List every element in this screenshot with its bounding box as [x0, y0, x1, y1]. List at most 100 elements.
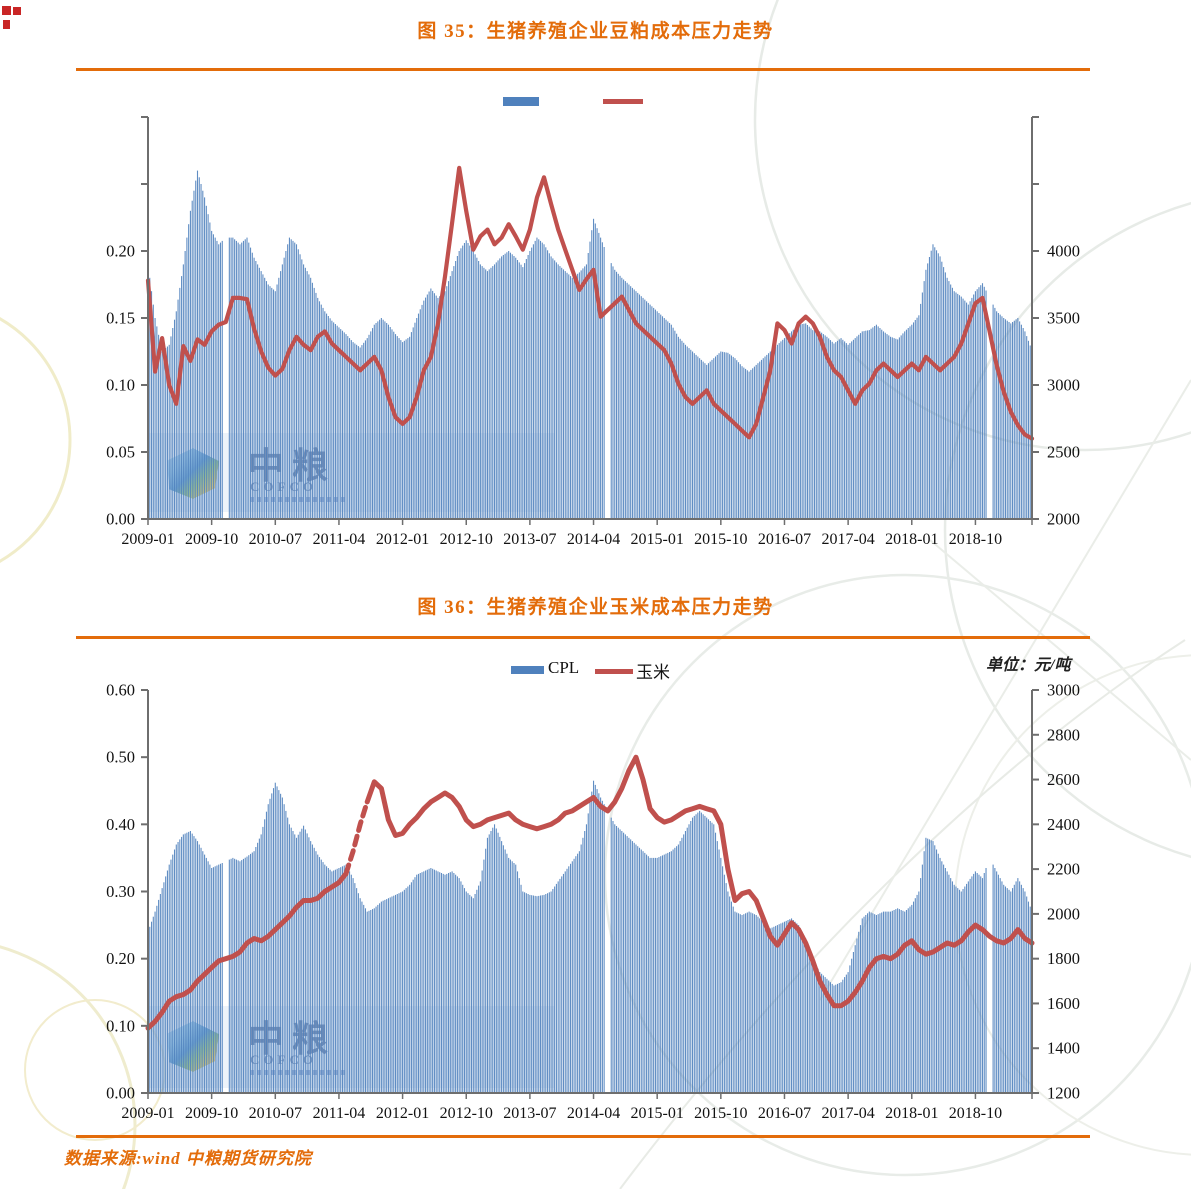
- bar: [760, 359, 763, 519]
- bar: [221, 240, 223, 519]
- bar: [373, 324, 375, 519]
- bar: [430, 868, 432, 1093]
- bar: [621, 277, 623, 519]
- x-axis-label: 2010-07: [249, 531, 302, 548]
- bar: [306, 271, 308, 519]
- bar: [598, 793, 600, 1093]
- bar: [469, 245, 471, 519]
- bar: [188, 831, 190, 1093]
- bar: [867, 330, 869, 519]
- bar: [791, 918, 793, 1093]
- bar: [290, 827, 292, 1093]
- figure36-title: 图 36：生猪养殖企业玉米成本压力走势: [417, 597, 774, 618]
- bar: [205, 205, 207, 520]
- bar: [495, 828, 497, 1093]
- bar: [529, 894, 531, 1093]
- bar: [828, 980, 830, 1093]
- bar: [838, 339, 840, 519]
- bar: [522, 891, 524, 1093]
- bar: [1019, 321, 1021, 519]
- bar: [409, 884, 411, 1093]
- bar: [684, 831, 687, 1093]
- bar: [677, 336, 679, 519]
- bar: [649, 304, 651, 519]
- bar: [189, 831, 191, 1093]
- bar: [384, 899, 386, 1093]
- bar: [640, 296, 642, 519]
- bar: [276, 786, 278, 1093]
- bar: [479, 881, 481, 1093]
- bar: [690, 349, 692, 519]
- bar: [516, 260, 519, 519]
- bar: [359, 898, 361, 1093]
- bar: [600, 237, 602, 519]
- bar: [635, 291, 637, 519]
- bar: [683, 834, 685, 1093]
- bar: [874, 326, 876, 519]
- bar: [439, 296, 441, 519]
- bar: [808, 948, 810, 1093]
- bar: [964, 886, 966, 1093]
- bar: [946, 277, 948, 519]
- bar: [771, 927, 773, 1093]
- bar: [971, 876, 973, 1093]
- bar: [741, 366, 743, 519]
- bar: [667, 852, 669, 1093]
- bar: [400, 340, 402, 519]
- bar: [462, 245, 464, 519]
- bar: [550, 256, 552, 519]
- bar: [333, 870, 335, 1093]
- bar: [909, 906, 911, 1093]
- bar: [723, 352, 725, 519]
- bar: [723, 874, 725, 1093]
- bar: [941, 861, 943, 1093]
- y-axis-left-label: 0.15: [106, 309, 135, 328]
- bar: [285, 810, 287, 1093]
- bar: [179, 839, 181, 1093]
- bar: [631, 287, 633, 519]
- bar: [872, 327, 874, 519]
- bar: [396, 336, 398, 519]
- bar: [654, 309, 656, 519]
- bar: [626, 836, 628, 1093]
- bar: [755, 915, 757, 1093]
- bar: [805, 323, 807, 519]
- bar: [303, 825, 305, 1093]
- bar: [571, 861, 573, 1093]
- bar: [653, 857, 655, 1093]
- bar: [660, 314, 662, 519]
- bar: [184, 251, 186, 519]
- bar: [589, 241, 591, 519]
- bar: [789, 333, 791, 519]
- bar: [594, 223, 596, 519]
- bar: [280, 793, 282, 1093]
- bar: [886, 911, 888, 1093]
- bar: [347, 336, 349, 519]
- bar: [547, 893, 549, 1093]
- bar: [808, 326, 810, 519]
- bar: [750, 369, 752, 519]
- bar: [189, 210, 191, 520]
- bar: [326, 866, 328, 1093]
- bar: [978, 287, 980, 519]
- bar: [845, 974, 847, 1093]
- bar: [262, 826, 264, 1093]
- bar: [260, 271, 262, 519]
- bar: [835, 342, 837, 519]
- bar: [575, 275, 577, 519]
- bar: [405, 339, 407, 519]
- bar: [343, 332, 345, 519]
- bar: [241, 242, 243, 519]
- bar: [211, 868, 213, 1093]
- bar: [368, 334, 370, 520]
- bar: [419, 873, 421, 1093]
- y-axis-left-label: 0.10: [106, 1016, 135, 1035]
- bar: [637, 846, 639, 1093]
- bar: [186, 237, 188, 519]
- bar: [861, 331, 863, 519]
- bar: [1004, 886, 1007, 1093]
- bar: [958, 295, 961, 519]
- bar: [711, 359, 713, 519]
- bar: [693, 353, 695, 519]
